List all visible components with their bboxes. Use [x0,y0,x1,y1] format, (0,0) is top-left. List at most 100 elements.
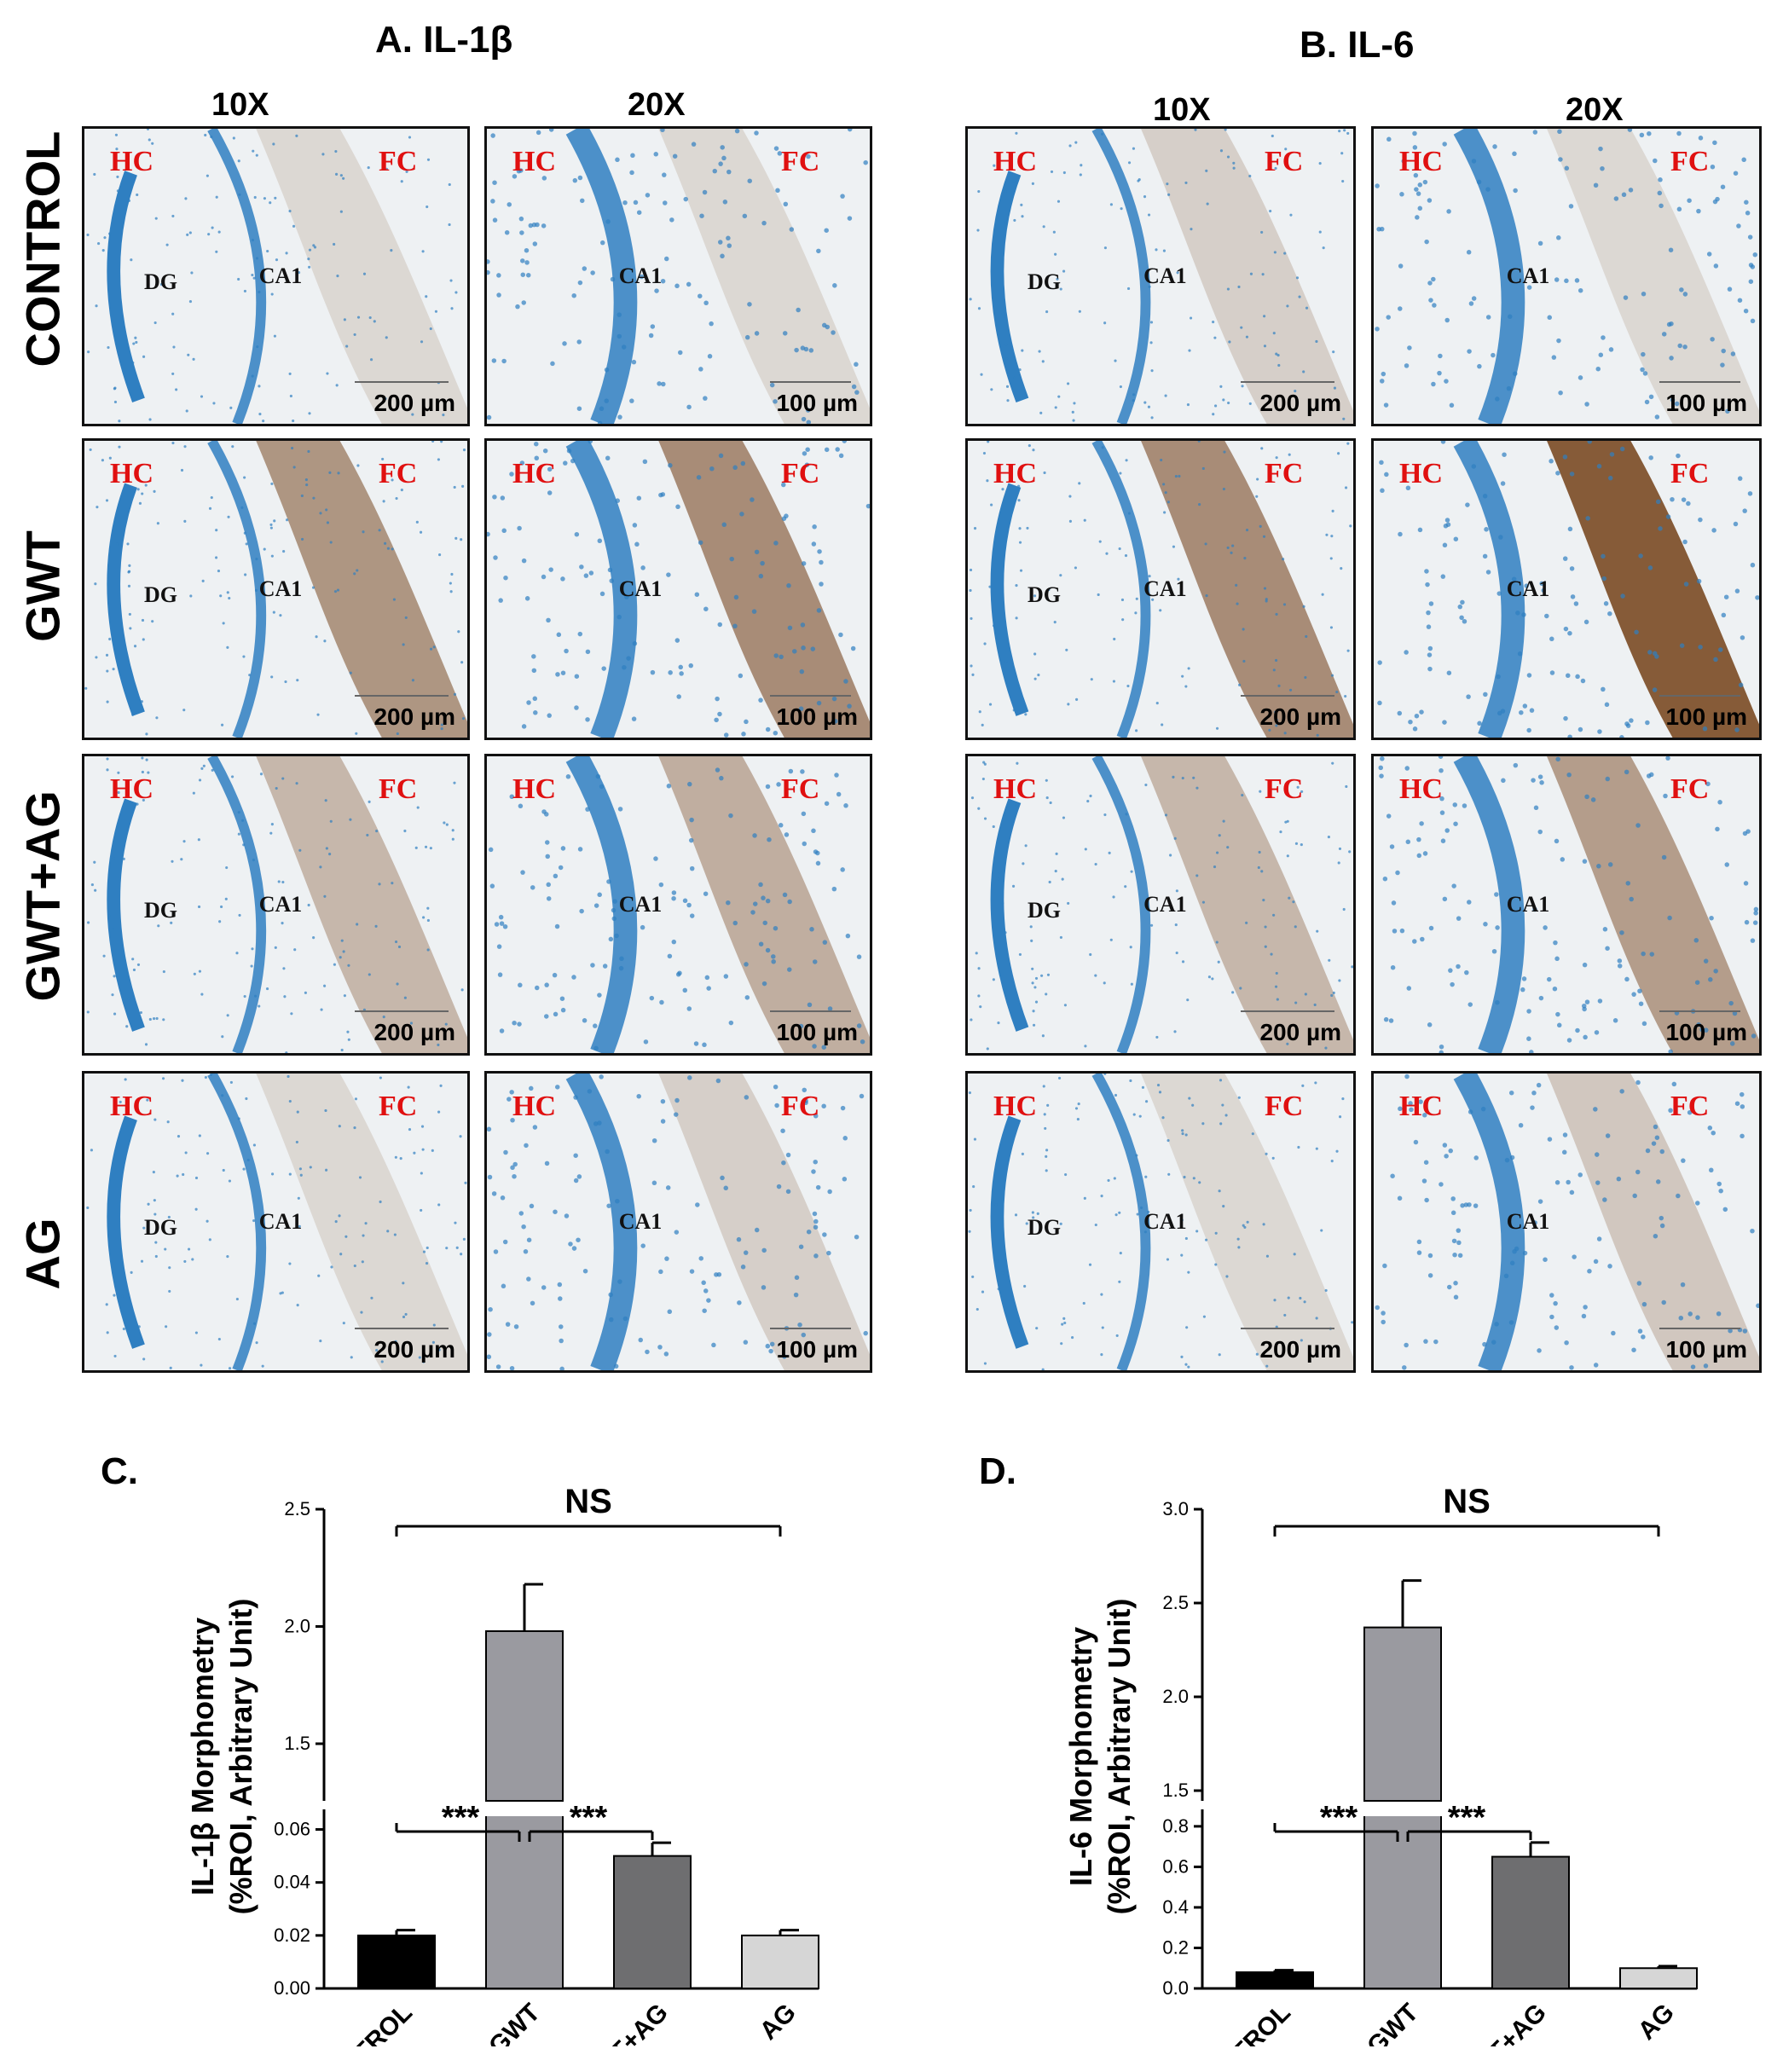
region-label-fc: FC [781,773,820,805]
scale-bar-line [1241,1328,1334,1329]
bar-control [1236,1971,1314,1989]
ca1-layer [1091,1074,1151,1370]
fiber-band [1547,756,1759,1053]
fiber-band [1547,129,1759,424]
dg-layer [990,798,1029,1032]
dg-layer [107,171,145,403]
region-label-fc: FC [379,146,418,177]
region-label-ca1: CA1 [258,263,303,289]
dg-layer [107,798,145,1032]
region-label-hc: HC [512,773,556,805]
fiber-band [256,1074,467,1370]
fiber-band [658,441,870,738]
region-label-hc: HC [512,1091,556,1122]
micrograph-gwt-ag-a-20x: HC FC CA1 100 µm [484,754,872,1056]
mag-label-a-10x: 10X [211,87,269,123]
fiber-band [256,129,467,424]
y-tick-label-lower-3: 0.06 [274,1819,310,1840]
ca1-layer [207,1074,267,1370]
region-label-ca1: CA1 [1506,892,1550,917]
dg-layer [990,171,1029,403]
scale-bar-line [1659,1328,1740,1329]
region-label-fc: FC [1670,458,1710,489]
y-axis-label-line2: (%ROI, Arbitrary Unit) [1102,1599,1137,1915]
scale-bar-line [770,1010,851,1012]
region-label-fc: FC [1265,773,1304,805]
x-tick-label-gwt-ag: GWT+AG [1452,1999,1552,2046]
chart-d-svg: D. IL-6 Morphometry (%ROI, Arbitrary Unit)… [979,1450,1698,2072]
region-label-hc: HC [110,146,153,177]
fiber-band [256,756,467,1053]
x-tick-label-gwt-ag: GWT+AG [574,1999,674,2046]
fiber-band [658,756,870,1053]
region-label-ca1: CA1 [1506,263,1550,289]
fiber-band [1141,756,1353,1053]
scale-bar-label: 100 µm [776,390,858,416]
region-label-ca1: CA1 [618,576,663,602]
scale-bar-label: 100 µm [1665,1019,1747,1045]
bar-ag [741,1934,819,1989]
y-tick-label-upper-0: 1.5 [284,1733,310,1754]
mag-label-b-10x: 10X [1153,92,1211,128]
region-label-ca1: CA1 [1143,576,1187,602]
ns-label: NS [1443,1483,1491,1520]
scale-bar-label: 100 µm [776,1019,858,1045]
ns-label: NS [564,1483,612,1520]
tissue-image [968,1074,1353,1370]
scale-bar-label: 200 µm [1259,703,1341,730]
ca1-layer [565,1074,638,1370]
bar-gwt-upper [485,1630,564,1802]
region-label-dg: DG [1028,1215,1061,1241]
region-label-hc: HC [993,773,1037,805]
ca1-layer [1453,756,1525,1053]
scale-bar-label: 100 µm [776,1336,858,1363]
tissue-image [86,1074,467,1370]
ca1-layer [565,129,638,424]
tissue-image [969,129,1353,424]
scale-bar-line [770,695,851,697]
scale-bar-line [355,695,449,697]
region-label-ca1: CA1 [258,1209,303,1235]
x-tick-label-gwt: GWT [1362,1999,1424,2046]
ca1-layer [565,441,638,738]
row-label-ag: AG [15,1218,70,1290]
micrograph-gwt-b-20x: HC FC CA1 100 µm [1371,438,1762,740]
micrograph-gwt-a-10x: HC FC CA1 DG 200 µm [82,438,470,740]
tissue-image [1375,1074,1759,1370]
tissue-image [84,441,467,738]
dg-layer [990,1115,1029,1349]
region-label-dg: DG [1028,898,1061,923]
micrograph-control-b-20x: HC FC CA1 100 µm [1371,126,1762,426]
y-axis-label-line2: (%ROI, Arbitrary Unit) [223,1599,258,1915]
region-label-ca1: CA1 [618,892,663,917]
scale-bar-line [1241,1010,1334,1012]
bar-gwt-lower [1363,1809,1442,1989]
chart-c-svg: C. IL-1β Morphometry (%ROI, Arbitrary Unit… [101,1450,819,2072]
y-tick-label-lower-1: 0.02 [274,1924,310,1946]
region-label-fc: FC [1670,773,1710,805]
region-label-ca1: CA1 [1143,1209,1187,1235]
tissue-image [970,756,1353,1053]
scale-bar-line [1241,381,1334,383]
y-tick-label-upper-2: 2.5 [1162,1592,1189,1613]
micrograph-gwt-b-10x: HC FC CA1 DG 200 µm [965,438,1356,740]
region-label-hc: HC [993,146,1037,177]
region-label-fc: FC [379,1091,418,1122]
region-label-dg: DG [144,1215,177,1241]
region-label-fc: FC [379,773,418,805]
region-label-fc: FC [379,458,418,489]
scale-bar-label: 200 µm [1259,1019,1341,1045]
tissue-image [86,129,467,424]
region-label-fc: FC [781,1091,820,1122]
ca1-layer [1091,441,1151,738]
y-tick-label-upper-2: 2.5 [284,1498,310,1519]
sig-label-1: *** [1320,1800,1358,1836]
scale-bar-label: 200 µm [373,1019,455,1045]
fiber-band [1547,1074,1759,1370]
region-label-hc: HC [512,146,556,177]
region-label-ca1: CA1 [1506,576,1550,602]
region-label-hc: HC [110,1091,153,1122]
panel-a-title: A. IL-1β [375,19,513,61]
region-label-fc: FC [781,458,820,489]
panel-letter: D. [979,1450,1016,1492]
